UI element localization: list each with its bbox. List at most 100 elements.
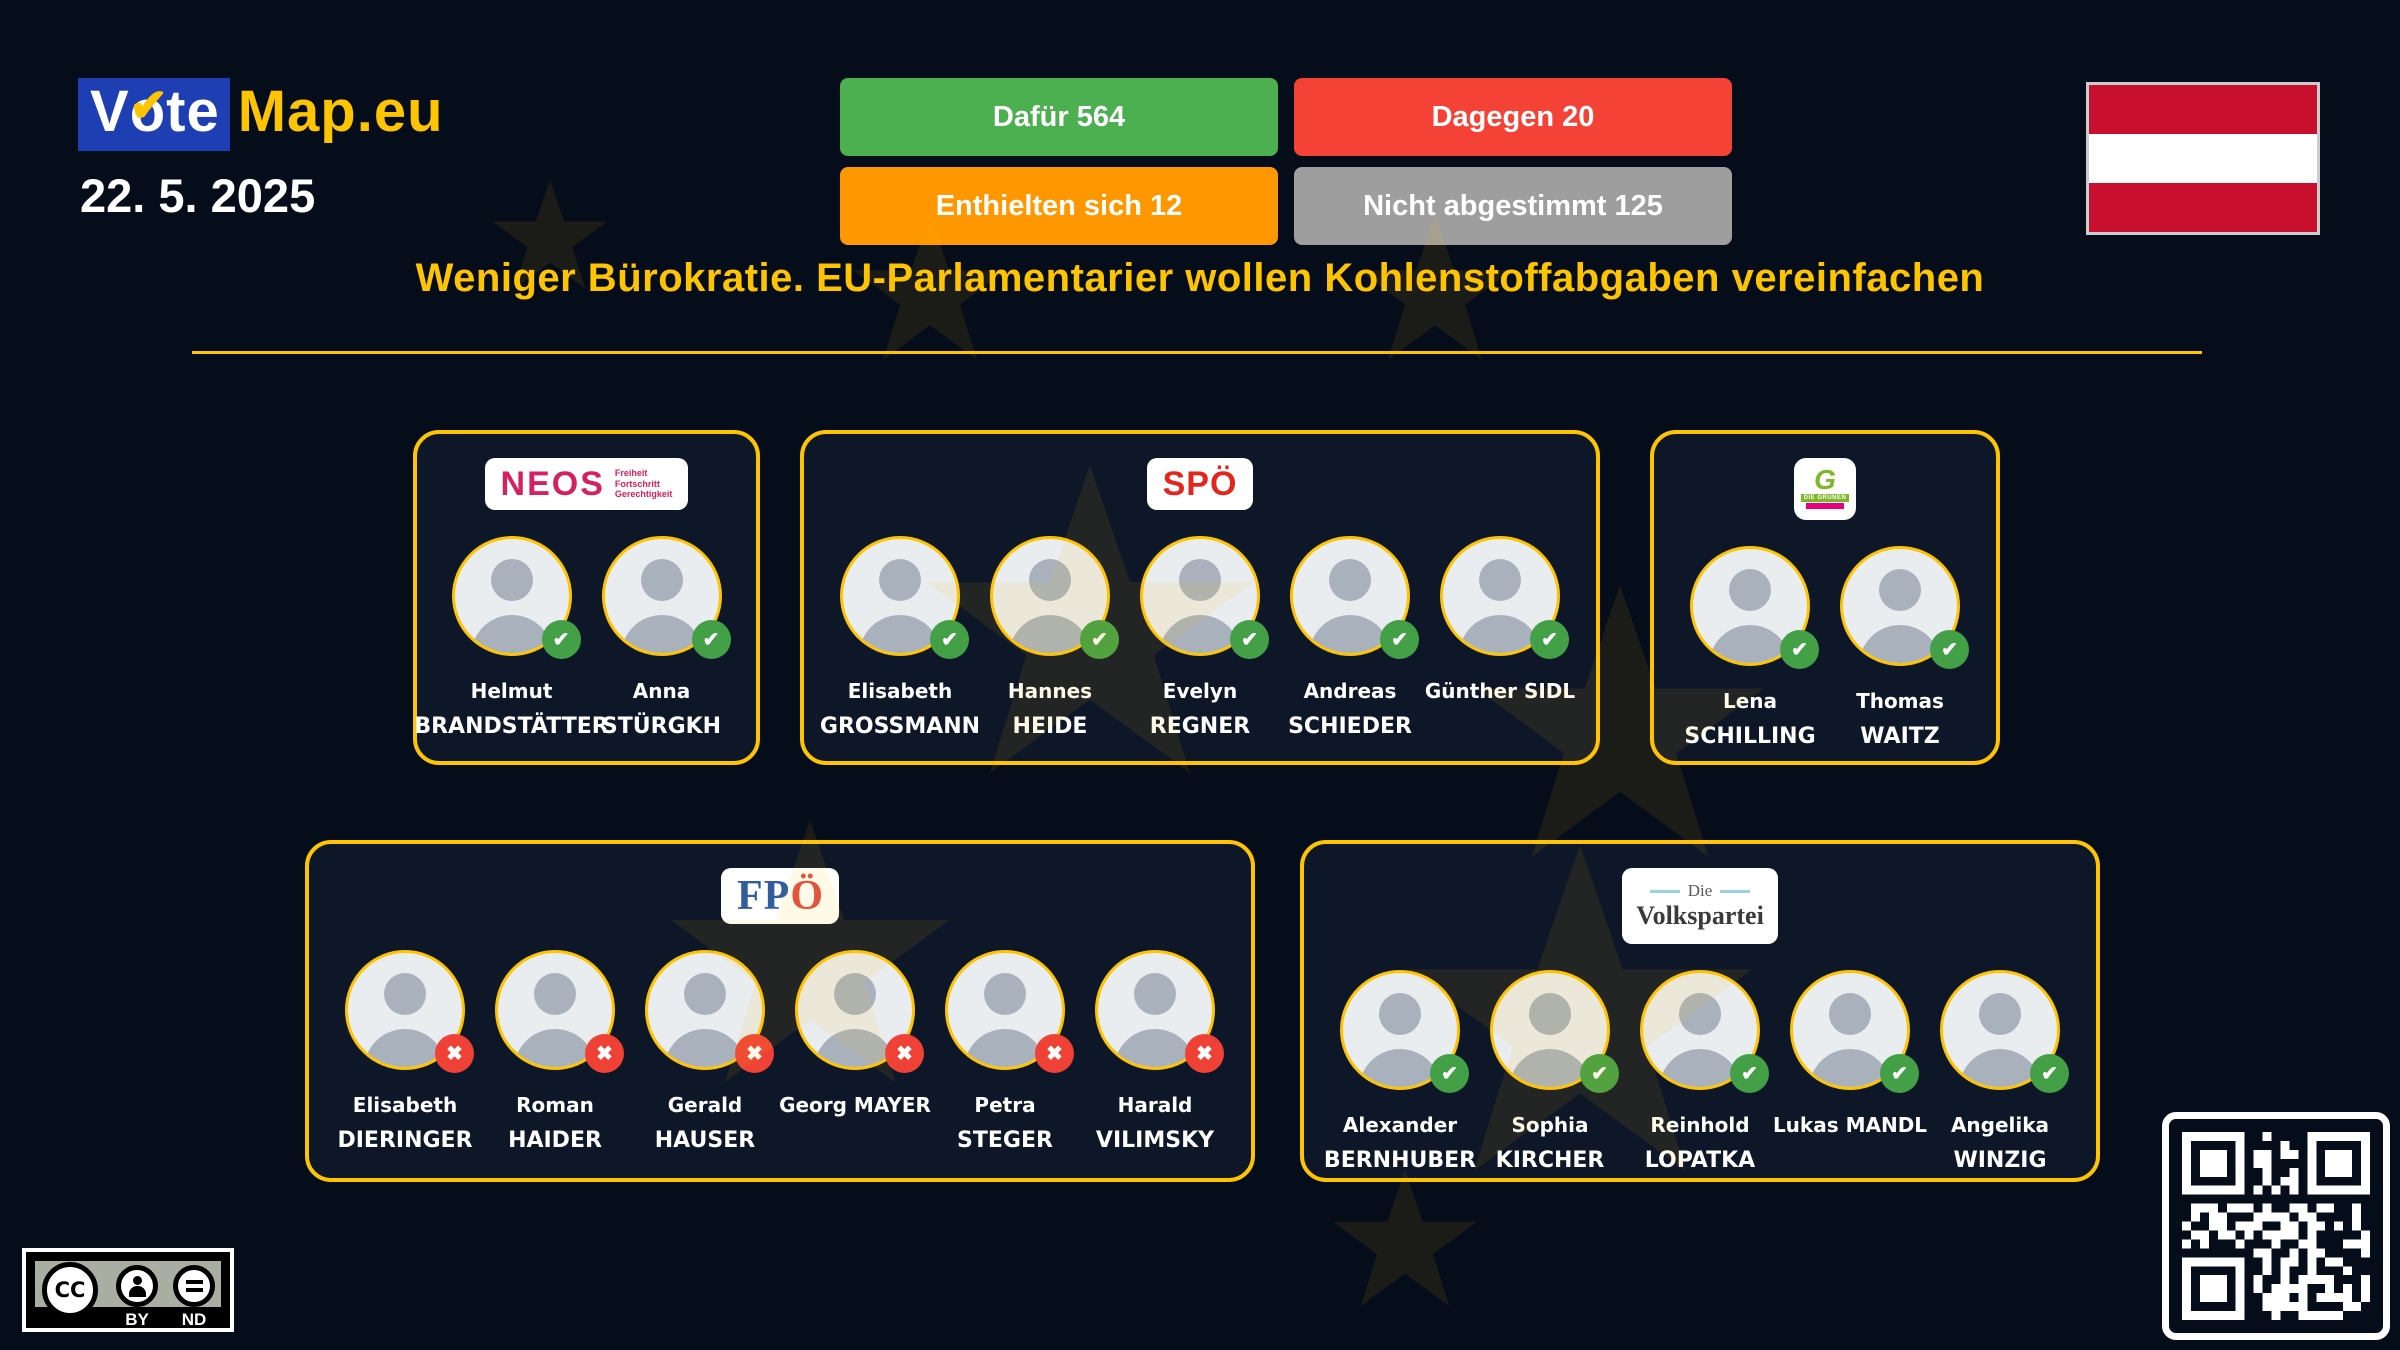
vote-check-badge: ✔ [541, 620, 581, 659]
ovp-logo-die-row: Die [1649, 881, 1751, 901]
vote-date: 22. 5. 2025 [80, 169, 316, 222]
vote-check-badge: ✔ [930, 620, 969, 659]
mep-photo: ✖ [945, 950, 1074, 1073]
mep-photo: ✔ [451, 536, 581, 659]
neos-logo-text: NEOS [500, 464, 605, 503]
votemap-logo-map: Map.eu [237, 79, 444, 144]
mep: ✔ Thomas WAITZ [1840, 546, 1969, 752]
mep-portrait [1095, 950, 1215, 1070]
cc-icon: CC [42, 1262, 98, 1318]
avatar-body [1509, 1049, 1591, 1087]
avatar-head [1979, 993, 2021, 1035]
avatar-head [834, 973, 876, 1015]
cc-by-person-icon [116, 1265, 158, 1307]
avatar-body [364, 1029, 446, 1067]
ovp-logo-die: Die [1687, 881, 1713, 900]
avatar-head [1134, 973, 1176, 1015]
party-card-spo: SPÖ ✔ Elisabeth GROSSMANN ✔ Hannes HEIDE [800, 430, 1600, 765]
mep-photo: ✔ [1790, 970, 1919, 1093]
mep: ✖ Roman HAIDER [495, 950, 624, 1156]
votemap-logo[interactable]: Vo ✔ te Map.eu [78, 78, 444, 151]
avatar-head [1479, 559, 1521, 601]
mep-portrait [1790, 970, 1910, 1090]
gruene-members: ✔ Lena SCHILLING ✔ Thomas WAITZ [1684, 546, 1969, 752]
mep-photo: ✔ [1440, 536, 1569, 659]
vote-cross-badge: ✖ [1035, 1034, 1074, 1073]
spo-logo-text: SPÖ [1162, 464, 1238, 503]
avatar-head [384, 973, 426, 1015]
avatar-body [664, 1029, 746, 1067]
vote-cross-badge: ✖ [885, 1034, 924, 1073]
mep-portrait [1140, 536, 1260, 656]
mep-name: Petra STEGER [957, 1093, 1053, 1153]
mep-name: Angelika WINZIG [1950, 1113, 2050, 1173]
neos-logo-tagline: Freiheit Fortschritt Gerechtigkeit [614, 468, 673, 500]
votemap-logo-vote: Vo ✔ te [78, 78, 230, 151]
vote-check-badge: ✔ [2030, 1054, 2069, 1093]
mep-portrait [840, 536, 960, 656]
mep-portrait [1940, 970, 2060, 1090]
avatar-head [1529, 993, 1571, 1035]
avatar-head [1029, 559, 1071, 601]
mep: ✔ Reinhold LOPATKA [1640, 970, 1769, 1176]
ovp-logo: Die Volkspartei [1622, 868, 1778, 944]
mep: ✖ Petra STEGER [945, 950, 1074, 1156]
mep: ✖ Georg MAYER [779, 950, 931, 1156]
mep-name: Lukas MANDL [1772, 1113, 1928, 1137]
party-card-ovp: Die Volkspartei ✔ Alexander BERNHUBER [1300, 840, 2100, 1182]
mep-portrait [990, 536, 1110, 656]
vote-check-badge: ✔ [691, 620, 731, 659]
mep: ✔ Andreas SCHIEDER [1288, 536, 1419, 742]
check-icon: ✔ [129, 78, 169, 131]
mep-name: Helmut BRANDSTÄTTER [414, 679, 609, 739]
qr-code-pattern [2182, 1132, 2370, 1320]
mep-portrait [1340, 970, 1460, 1090]
avatar-head [684, 973, 726, 1015]
gruene-logo-g: G [1814, 464, 1836, 496]
mep-photo: ✔ [840, 536, 969, 659]
ovp-logo-line [1649, 889, 1680, 893]
vote-check-badge: ✔ [1380, 620, 1419, 659]
qr-code [2162, 1112, 2390, 1340]
result-chip-against[interactable]: Dagegen 20 [1294, 78, 1732, 156]
mep-name: Alexander BERNHUBER [1323, 1113, 1477, 1173]
title-divider [192, 351, 2202, 354]
mep: ✔ Günther SIDL [1425, 536, 1575, 742]
vote-results: Dafür 564 Dagegen 20 Enthielten sich 12 … [840, 78, 1732, 245]
mep: ✔ Helmut BRANDSTÄTTER [414, 536, 609, 742]
gruene-logo-pink-bar [1806, 502, 1844, 509]
mep: ✔ Elisabeth GROSSMANN [820, 536, 980, 742]
mep-photo: ✔ [1840, 546, 1969, 669]
vote-cross-badge: ✖ [735, 1034, 774, 1073]
avatar-head [640, 559, 683, 601]
mep-photo: ✔ [1490, 970, 1619, 1093]
party-card-gruene: G DIE GRÜNEN ✔ Lena SCHILLING ✔ [1650, 430, 2000, 765]
vote-check-badge: ✔ [1580, 1054, 1619, 1093]
gruene-logo: G DIE GRÜNEN [1794, 458, 1856, 520]
mep-photo: ✔ [1690, 546, 1819, 669]
avatar-head [984, 973, 1026, 1015]
avatar-body [859, 615, 941, 653]
cc-nd-label: ND [181, 1310, 207, 1329]
vote-check-badge: ✔ [1930, 630, 1969, 669]
fpo-logo-fp: FP [737, 873, 791, 919]
gruene-logo-band: DIE GRÜNEN [1800, 493, 1850, 502]
mep-name: Elisabeth DIERINGER [337, 1093, 473, 1153]
vote-cross-badge: ✖ [435, 1034, 474, 1073]
mep: ✔ Alexander BERNHUBER [1324, 970, 1476, 1176]
avatar-body [1809, 1049, 1891, 1087]
mep: ✔ Hannes HEIDE [990, 536, 1119, 742]
avatar-head [1679, 993, 1721, 1035]
flag-stripe-red [2089, 85, 2317, 134]
avatar-body [1709, 625, 1791, 663]
flag-stripe-red [2089, 183, 2317, 232]
vote-check-badge: ✔ [1780, 630, 1819, 669]
mep-photo: ✖ [1095, 950, 1224, 1073]
mep-photo: ✔ [1290, 536, 1419, 659]
result-chip-for[interactable]: Dafür 564 [840, 78, 1278, 156]
result-chip-not-voted[interactable]: Nicht abgestimmt 125 [1294, 167, 1732, 245]
vote-check-badge: ✔ [1230, 620, 1269, 659]
result-chip-abstained[interactable]: Enthielten sich 12 [840, 167, 1278, 245]
avatar-head [534, 973, 576, 1015]
party-card-neos: NEOS Freiheit Fortschritt Gerechtigkeit … [413, 430, 760, 765]
